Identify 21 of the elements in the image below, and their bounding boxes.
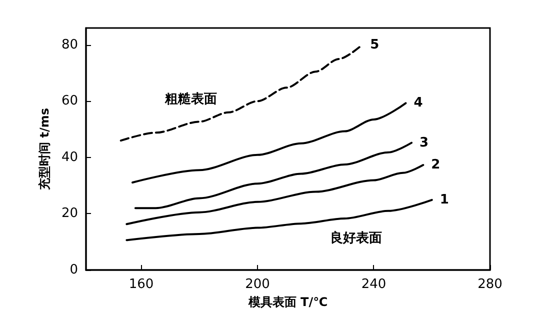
line-series <box>134 142 413 210</box>
x-axis-title: 模具表面 T/℃ <box>247 294 328 309</box>
y-tick-label: 80 <box>61 37 78 52</box>
series-label: 3 <box>420 135 429 150</box>
y-tick-label: 40 <box>61 150 78 165</box>
line-series <box>126 164 424 226</box>
y-tick-label: 0 <box>70 262 78 278</box>
annotation: 良好表面 <box>330 230 382 246</box>
annotation: 粗糙表面 <box>164 92 217 107</box>
x-tick-label: 280 <box>478 277 502 292</box>
series-label: 5 <box>370 37 380 52</box>
line-series <box>120 44 364 142</box>
y-axis-title: 充型时间 t/ms <box>38 108 52 191</box>
x-tick-label: 160 <box>128 277 154 292</box>
x-tick-label: 200 <box>245 277 270 292</box>
y-tick-label: 20 <box>61 206 78 222</box>
series-label: 1 <box>440 192 449 208</box>
series-label: 2 <box>431 158 440 173</box>
y-tick-label: 60 <box>61 94 78 109</box>
x-tick-label: 240 <box>361 277 386 292</box>
series-label: 4 <box>414 96 423 111</box>
